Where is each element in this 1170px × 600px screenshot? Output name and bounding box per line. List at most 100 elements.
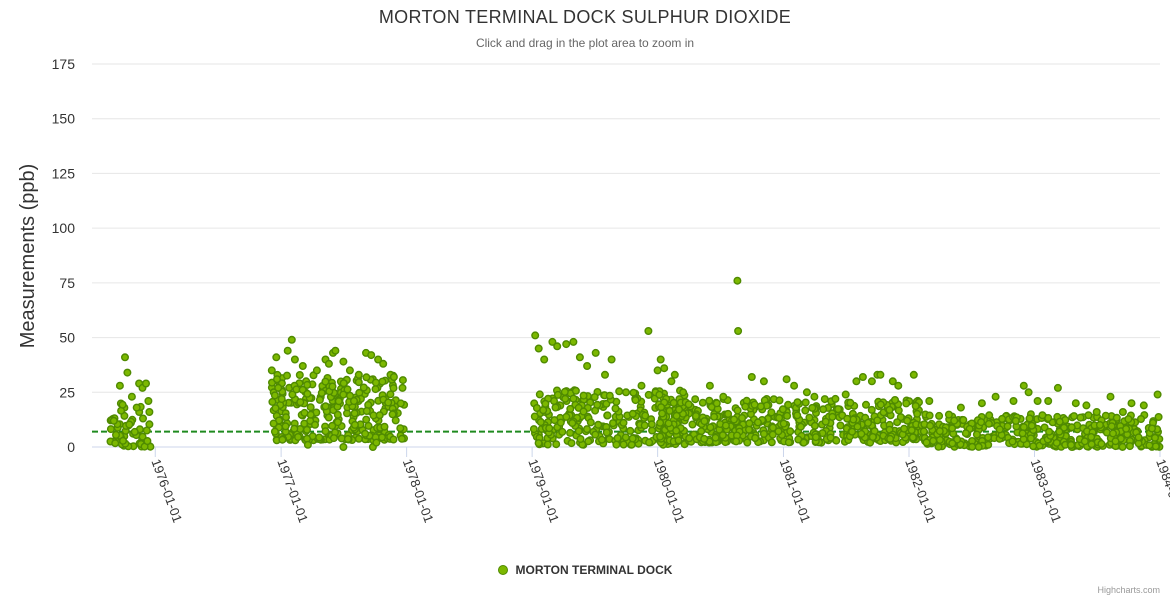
data-point[interactable] — [398, 383, 407, 392]
data-point[interactable] — [583, 425, 592, 434]
data-point[interactable] — [1124, 415, 1133, 424]
data-point[interactable] — [848, 427, 857, 436]
data-point[interactable] — [609, 419, 618, 428]
data-point[interactable] — [396, 399, 405, 408]
data-point[interactable] — [621, 433, 630, 442]
data-point[interactable] — [1136, 415, 1145, 424]
data-point[interactable] — [132, 403, 141, 412]
data-point[interactable] — [867, 405, 876, 414]
data-point[interactable] — [362, 373, 371, 382]
data-point[interactable] — [384, 398, 393, 407]
data-point[interactable] — [386, 390, 395, 399]
data-point[interactable] — [541, 399, 550, 408]
data-point[interactable] — [271, 404, 280, 413]
data-point[interactable] — [590, 393, 599, 402]
data-point[interactable] — [784, 400, 793, 409]
data-point[interactable] — [274, 383, 283, 392]
data-point[interactable] — [684, 400, 693, 409]
data-point[interactable] — [1044, 397, 1053, 406]
data-point[interactable] — [553, 390, 562, 399]
data-point[interactable] — [900, 424, 909, 433]
data-point[interactable] — [911, 402, 920, 411]
data-point[interactable] — [576, 435, 585, 444]
data-point[interactable] — [1084, 411, 1093, 420]
data-point[interactable] — [811, 433, 820, 442]
data-point[interactable] — [303, 425, 312, 434]
data-point[interactable] — [534, 344, 543, 353]
data-point[interactable] — [328, 382, 337, 391]
data-point[interactable] — [700, 417, 709, 426]
data-point[interactable] — [873, 416, 882, 425]
data-point[interactable] — [1076, 413, 1085, 422]
data-point[interactable] — [907, 426, 916, 435]
data-point[interactable] — [579, 391, 588, 400]
data-point[interactable] — [1095, 421, 1104, 430]
data-point[interactable] — [1055, 427, 1064, 436]
data-point[interactable] — [123, 368, 132, 377]
data-point[interactable] — [535, 390, 544, 399]
data-point[interactable] — [719, 392, 728, 401]
data-point[interactable] — [768, 423, 777, 432]
data-point[interactable] — [948, 439, 957, 448]
data-point[interactable] — [730, 415, 739, 424]
data-point[interactable] — [362, 407, 371, 416]
data-point[interactable] — [968, 442, 977, 451]
data-point[interactable] — [613, 434, 622, 443]
data-point[interactable] — [556, 418, 565, 427]
data-point[interactable] — [1154, 413, 1163, 422]
data-point[interactable] — [389, 384, 398, 393]
data-point[interactable] — [287, 335, 296, 344]
data-point[interactable] — [560, 387, 569, 396]
data-point[interactable] — [779, 419, 788, 428]
data-point[interactable] — [653, 366, 662, 375]
data-point[interactable] — [669, 398, 678, 407]
data-point[interactable] — [867, 377, 876, 386]
data-point[interactable] — [534, 439, 543, 448]
data-point[interactable] — [718, 431, 727, 440]
data-point[interactable] — [778, 405, 787, 414]
data-point[interactable] — [834, 405, 843, 414]
data-point[interactable] — [950, 416, 959, 425]
data-point[interactable] — [1127, 399, 1136, 408]
data-point[interactable] — [278, 435, 287, 444]
data-point[interactable] — [799, 438, 808, 447]
data-point[interactable] — [929, 436, 938, 445]
data-point[interactable] — [1052, 438, 1061, 447]
data-point[interactable] — [380, 422, 389, 431]
data-point[interactable] — [1097, 439, 1106, 448]
data-point[interactable] — [561, 394, 570, 403]
data-point[interactable] — [562, 412, 571, 421]
data-point[interactable] — [670, 370, 679, 379]
data-point[interactable] — [315, 433, 324, 442]
data-point[interactable] — [1029, 442, 1038, 451]
data-point[interactable] — [1151, 442, 1160, 451]
data-point[interactable] — [283, 371, 292, 380]
data-point[interactable] — [991, 392, 1000, 401]
data-point[interactable] — [603, 411, 612, 420]
data-point[interactable] — [1003, 422, 1012, 431]
data-point[interactable] — [374, 355, 383, 364]
data-point[interactable] — [552, 440, 561, 449]
data-point[interactable] — [733, 276, 742, 285]
data-point[interactable] — [138, 414, 147, 423]
data-point[interactable] — [885, 405, 894, 414]
data-point[interactable] — [705, 381, 714, 390]
data-point[interactable] — [267, 366, 276, 375]
data-point[interactable] — [784, 438, 793, 447]
data-point[interactable] — [388, 410, 397, 419]
data-point[interactable] — [371, 378, 380, 387]
data-point[interactable] — [397, 434, 406, 443]
data-point[interactable] — [354, 378, 363, 387]
data-point[interactable] — [371, 385, 380, 394]
data-point[interactable] — [700, 434, 709, 443]
data-point[interactable] — [350, 409, 359, 418]
data-point[interactable] — [619, 418, 628, 427]
data-point[interactable] — [974, 442, 983, 451]
data-point[interactable] — [591, 430, 600, 439]
data-point[interactable] — [115, 381, 124, 390]
data-point[interactable] — [118, 400, 127, 409]
data-point[interactable] — [551, 403, 560, 412]
data-point[interactable] — [597, 435, 606, 444]
data-point[interactable] — [311, 420, 320, 429]
data-point[interactable] — [767, 438, 776, 447]
